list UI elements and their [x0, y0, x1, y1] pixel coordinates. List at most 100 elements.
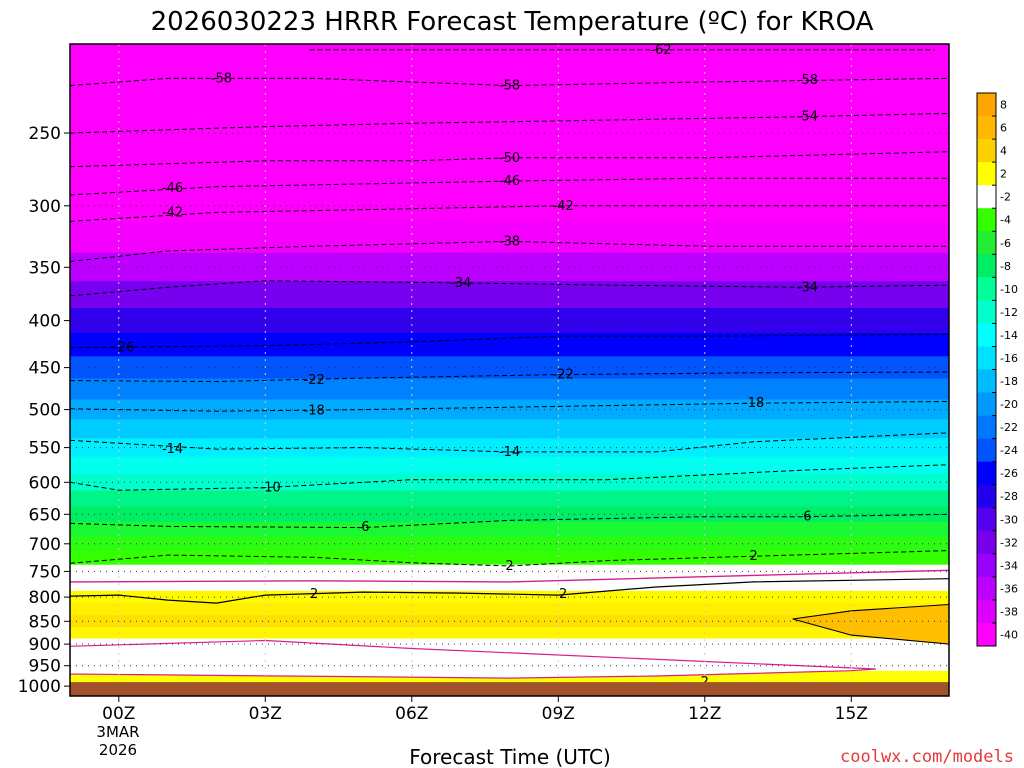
x-date-year: 2026: [99, 741, 137, 759]
x-axis-label: Forecast Time (UTC): [409, 745, 611, 768]
colorbar-swatch: [977, 623, 996, 647]
y-tick-label: 300: [29, 197, 61, 217]
temp-band: [70, 638, 949, 651]
isotherm--2: [70, 550, 949, 567]
temp-band: [70, 281, 949, 309]
colorbar-swatch: [977, 93, 996, 117]
colorbar-label: 6: [1000, 122, 1007, 135]
temp-band: [70, 627, 949, 640]
colorbar-swatch: [977, 392, 996, 416]
isotherm--26: [70, 333, 949, 349]
y-tick-label: 900: [29, 635, 61, 655]
colorbar-swatch: [977, 576, 996, 601]
colorbar-label: -36: [1000, 582, 1018, 595]
isotherm-label: -26: [113, 341, 134, 356]
isotherm-label: -50: [499, 151, 520, 166]
isotherm-label: 2: [559, 587, 567, 602]
colorbar-swatch: [977, 461, 996, 486]
temp-band: [70, 152, 949, 190]
colorbar: 8 6 4 2 -2 -4 -6 -8 -10 -12 -14 -16 -18 -20 -22 -24 -26 -…: [976, 92, 1018, 647]
isotherm--14: [70, 432, 949, 453]
isotherm-label: 2: [310, 587, 318, 602]
near-freezing-pocket: [70, 639, 876, 679]
colorbar-label: -34: [1000, 559, 1018, 572]
colorbar-label: 8: [1000, 99, 1007, 112]
colorbar-swatch: [977, 185, 996, 209]
isotherm-label: 2: [750, 549, 758, 564]
isotherm--58: [70, 77, 949, 87]
isotherm-label: -34: [450, 276, 471, 291]
isotherm--22: [70, 371, 949, 383]
colorbar-swatch: [977, 369, 996, 393]
colorbar-swatch: [977, 139, 996, 163]
isotherm-label: 6: [803, 510, 811, 525]
temp-band: [70, 332, 949, 357]
warm-layer-contour: [70, 603, 949, 679]
temp-band: [70, 356, 949, 380]
y-tick-label: 550: [29, 439, 61, 459]
colorbar-swatch: [977, 300, 996, 324]
temp-band: [70, 490, 949, 508]
isotherm-label: -42: [162, 205, 183, 220]
isotherm-label: 2: [505, 559, 513, 574]
isotherm-label: -62: [650, 43, 671, 58]
plot-frame: [69, 43, 950, 697]
colorbar-swatch: [977, 484, 996, 509]
temp-band: [70, 378, 949, 401]
isotherm-label: -38: [499, 234, 520, 249]
isotherm--18: [70, 401, 949, 412]
isotherm-label: -58: [797, 73, 818, 88]
colorbar-label: -18: [1000, 375, 1018, 388]
temp-band: [70, 536, 949, 552]
y-tick-label: 750: [29, 562, 61, 582]
y-tick-label: 450: [29, 359, 61, 379]
colorbar-label: -20: [1000, 398, 1018, 411]
colorbar-label: -28: [1000, 490, 1018, 503]
isotherm-label: -58: [211, 71, 232, 86]
isotherm-label: -18: [743, 396, 764, 411]
isotherm--34: [70, 280, 949, 297]
y-axis: 250 300 350 400 450 500 550 600 650 700 750 800 850 9…: [18, 124, 70, 697]
colorbar-label: -38: [1000, 605, 1018, 618]
isotherm-label: -54: [797, 110, 818, 125]
temp-band: [70, 399, 949, 421]
credit-link[interactable]: coolwx.com/models: [840, 747, 1014, 767]
temp-band: [70, 68, 949, 114]
colorbar-label: -2: [1000, 191, 1011, 204]
isotherm--10: [70, 464, 949, 491]
colorbar-swatch: [977, 254, 996, 278]
y-tick-label: 950: [29, 657, 61, 677]
isotherm-label: -22: [553, 368, 574, 383]
x-axis: 00Z 03Z 06Z 09Z 12Z 15Z: [102, 696, 868, 724]
y-tick-label: 850: [29, 612, 61, 632]
y-tick-label: 250: [29, 124, 61, 144]
y-tick-label: 700: [29, 535, 61, 555]
colorbar-label: -24: [1000, 444, 1018, 457]
temp-band: [70, 615, 949, 628]
isotherm--38: [70, 240, 949, 262]
colorbar-label: -32: [1000, 536, 1018, 549]
x-tick-label: 03Z: [249, 704, 282, 724]
temp-band: [70, 307, 949, 334]
colorbar-swatch: [977, 231, 996, 255]
isotherm-contours: [70, 49, 949, 604]
x-date-month: 3MAR: [96, 723, 139, 741]
y-tick-label: 500: [29, 401, 61, 421]
colorbar-label: -30: [1000, 513, 1018, 526]
isotherm-label: -46: [162, 181, 183, 196]
isotherm-label: -14: [499, 445, 520, 460]
isotherm-label: -46: [499, 174, 520, 189]
ground-layer: [70, 682, 949, 696]
temp-band: [70, 438, 949, 458]
isotherm--50: [70, 151, 949, 168]
temp-band: [70, 506, 949, 523]
temp-band: [70, 578, 949, 592]
colorbar-swatch: [977, 346, 996, 370]
temp-band: [70, 564, 949, 579]
temp-band: [70, 550, 949, 566]
y-tick-label: 650: [29, 505, 61, 525]
colorbar-swatch: [977, 530, 996, 555]
colorbar-swatch: [977, 208, 996, 232]
isotherm-label: -18: [304, 403, 325, 418]
y-tick-label: 800: [29, 588, 61, 608]
